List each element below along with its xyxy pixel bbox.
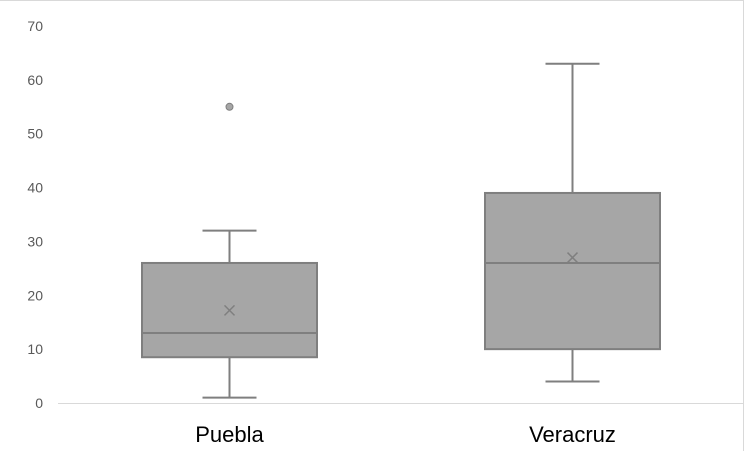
y-tick-label: 60 <box>27 72 43 88</box>
y-tick-label: 0 <box>35 395 43 411</box>
mean-marker <box>223 304 236 316</box>
y-tick-label: 50 <box>27 126 43 142</box>
x-category-label: Puebla <box>195 422 264 447</box>
iqr-box <box>484 191 661 351</box>
x-axis-category-labels: Puebla Veracruz <box>195 422 616 447</box>
box-veracruz <box>484 62 661 383</box>
outlier-point <box>225 102 234 111</box>
y-tick-label: 30 <box>27 233 43 249</box>
x-category-label: Veracruz <box>529 422 616 447</box>
box-series <box>141 62 661 399</box>
y-tick-label: 40 <box>27 180 43 196</box>
mean-marker <box>566 252 579 264</box>
y-axis-tick-labels: 0 10 20 30 40 50 60 70 <box>27 18 43 411</box>
box-puebla <box>141 102 318 399</box>
y-tick-label: 70 <box>27 18 43 34</box>
y-tick-label: 20 <box>27 287 43 303</box>
y-tick-label: 10 <box>27 341 43 357</box>
